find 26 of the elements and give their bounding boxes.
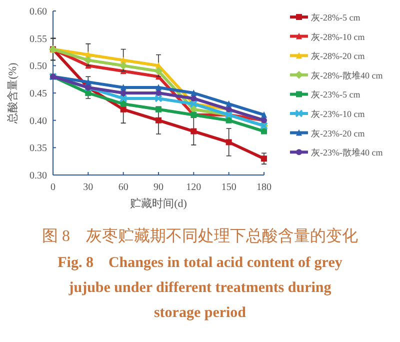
legend-label: 灰-28%-5 cm bbox=[311, 12, 360, 22]
legend-label: 灰-28%-20 cm bbox=[311, 51, 365, 62]
x-tick-label: 90 bbox=[154, 182, 164, 193]
y-tick-label: 0.35 bbox=[30, 143, 47, 154]
y-tick-label: 0.45 bbox=[30, 88, 47, 100]
x-tick-label: 180 bbox=[256, 182, 272, 193]
x-tick-label: 150 bbox=[221, 182, 236, 193]
y-axis-title: 总酸含量(%) bbox=[6, 62, 19, 124]
legend-label: 灰-23%-20 cm bbox=[311, 128, 365, 138]
y-tick-label: 0.50 bbox=[30, 61, 47, 72]
x-tick-label: 0 bbox=[50, 182, 56, 193]
y-tick-label: 0.60 bbox=[30, 6, 47, 18]
legend-label: 灰-23%-5 cm bbox=[311, 90, 360, 100]
x-tick-label: 30 bbox=[83, 182, 94, 193]
x-axis-title: 贮藏时间(d) bbox=[130, 197, 188, 210]
x-tick-label: 120 bbox=[186, 182, 202, 193]
y-tick-label: 0.30 bbox=[30, 170, 47, 182]
y-tick-label: 0.55 bbox=[30, 34, 47, 45]
x-tick-label: 60 bbox=[118, 182, 128, 193]
legend-label: 灰-23%-散堆40 cm bbox=[311, 148, 383, 158]
text: Fig. 8 Changes in total acid content of grey jujube under different treatments during storage period bbox=[58, 255, 343, 321]
legend-label: 灰-28%-散堆40 cm bbox=[311, 70, 383, 80]
text: 图 8 灰枣贮藏期不同处理下总酸含量的变化 bbox=[42, 227, 358, 245]
legend-label: 灰-23%-10 cm bbox=[311, 109, 365, 119]
legend-label: 灰-28%-10 cm bbox=[311, 32, 365, 42]
y-tick-label: 0.40 bbox=[30, 116, 47, 127]
